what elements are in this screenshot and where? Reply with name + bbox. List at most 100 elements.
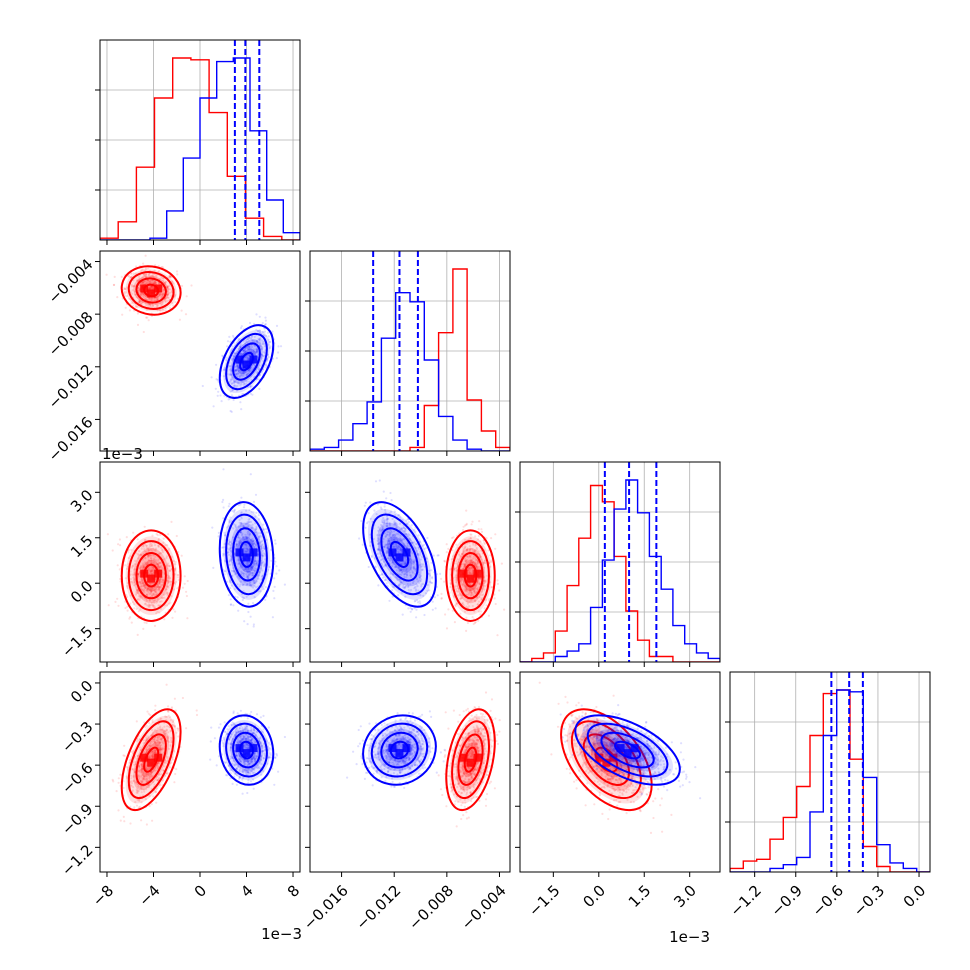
scatter-point: [246, 373, 249, 376]
scatter-point: [249, 385, 252, 388]
scatter-point: [154, 282, 157, 285]
scatter-point: [161, 265, 164, 269]
scatter-point: [256, 350, 259, 353]
scatter-point: [234, 525, 237, 528]
scatter-point: [127, 549, 130, 552]
scatter-point: [147, 737, 150, 740]
scatter-point: [166, 285, 169, 288]
scatter-point: [264, 586, 267, 589]
scatter-point: [466, 547, 469, 550]
scatter-point: [264, 319, 267, 322]
scatter-point: [145, 544, 148, 547]
scatter-point: [147, 744, 151, 747]
scatter-point: [159, 561, 163, 564]
peak-cell: [147, 289, 156, 298]
scatter-point: [140, 584, 143, 587]
scatter-point: [414, 542, 417, 546]
scatter-point: [212, 566, 215, 570]
scatter-point: [145, 281, 149, 284]
scatter-point: [154, 749, 157, 753]
scatter-point: [113, 275, 116, 278]
scatter-point: [174, 560, 177, 564]
scatter-point: [244, 549, 247, 553]
scatter-point: [391, 545, 394, 549]
scatter-point: [386, 550, 389, 553]
scatter-point: [121, 313, 124, 316]
scatter-point: [160, 739, 163, 742]
scatter-point: [404, 595, 407, 598]
scatter-point: [263, 330, 266, 333]
scatter-point: [402, 526, 405, 529]
scatter-point: [153, 594, 156, 597]
scatter-point: [241, 536, 245, 539]
scatter-point: [227, 553, 231, 556]
scatter-point: [229, 340, 232, 343]
scatter-point: [254, 350, 257, 353]
scatter-point: [460, 577, 463, 580]
scatter-point: [245, 373, 248, 377]
scatter-point: [254, 493, 258, 496]
scatter-point: [468, 605, 471, 608]
scatter-point: [158, 565, 161, 568]
scatter-point: [406, 571, 409, 574]
scatter-point: [144, 748, 147, 751]
scatter-point: [169, 745, 172, 748]
peak-cell: [242, 553, 251, 562]
scatter-point: [411, 570, 414, 573]
scatter-point: [152, 305, 155, 308]
scatter-point: [220, 400, 223, 403]
scatter-point: [470, 599, 473, 602]
scatter-point: [478, 582, 481, 586]
scatter-point: [161, 578, 164, 581]
scatter-point: [146, 745, 149, 748]
scatter-point: [133, 770, 136, 774]
peak-cell: [140, 569, 149, 578]
scatter-point: [176, 727, 179, 730]
scatter-point: [457, 594, 460, 597]
scatter-point: [389, 559, 392, 562]
scatter-point: [164, 306, 167, 309]
scatter-point: [228, 563, 231, 566]
scatter-point: [159, 748, 162, 752]
scatter-point: [145, 738, 148, 742]
scatter-point: [467, 593, 470, 596]
scatter-point: [243, 620, 246, 623]
scatter-point: [248, 346, 251, 349]
scatter-point: [153, 590, 156, 593]
scatter-point: [167, 293, 170, 296]
scatter-point: [135, 265, 138, 268]
scatter-point: [380, 523, 383, 527]
scatter-point: [118, 538, 121, 541]
scatter-point: [135, 788, 138, 791]
scatter-point: [137, 765, 140, 768]
scatter-point: [156, 778, 159, 782]
scatter-point: [461, 603, 464, 606]
scatter-point: [229, 540, 232, 544]
scatter-point: [485, 537, 488, 540]
scatter-point: [397, 547, 400, 551]
scatter-point: [158, 585, 161, 589]
scatter-point: [172, 282, 175, 285]
scatter-point: [141, 765, 144, 768]
scatter-point: [394, 533, 397, 536]
scatter-point: [422, 563, 425, 566]
scatter-point: [394, 535, 397, 538]
scatter-point: [369, 544, 372, 548]
scatter-point: [265, 366, 268, 369]
scatter-point: [258, 535, 261, 538]
scatter-point: [493, 593, 496, 596]
scatter-point: [374, 480, 378, 483]
scatter-point: [393, 546, 396, 549]
scatter-point: [136, 739, 139, 742]
scatter-point: [465, 605, 468, 608]
scatter-point: [156, 586, 159, 589]
scatter-point: [161, 753, 164, 756]
scatter-point: [423, 547, 426, 551]
scatter-point: [234, 571, 237, 574]
scatter-point: [380, 573, 384, 576]
scatter-point: [422, 594, 425, 598]
scatter-point: [402, 537, 405, 541]
scatter-point: [195, 709, 198, 712]
scatter-point: [377, 529, 380, 532]
scatter-point: [255, 525, 258, 528]
